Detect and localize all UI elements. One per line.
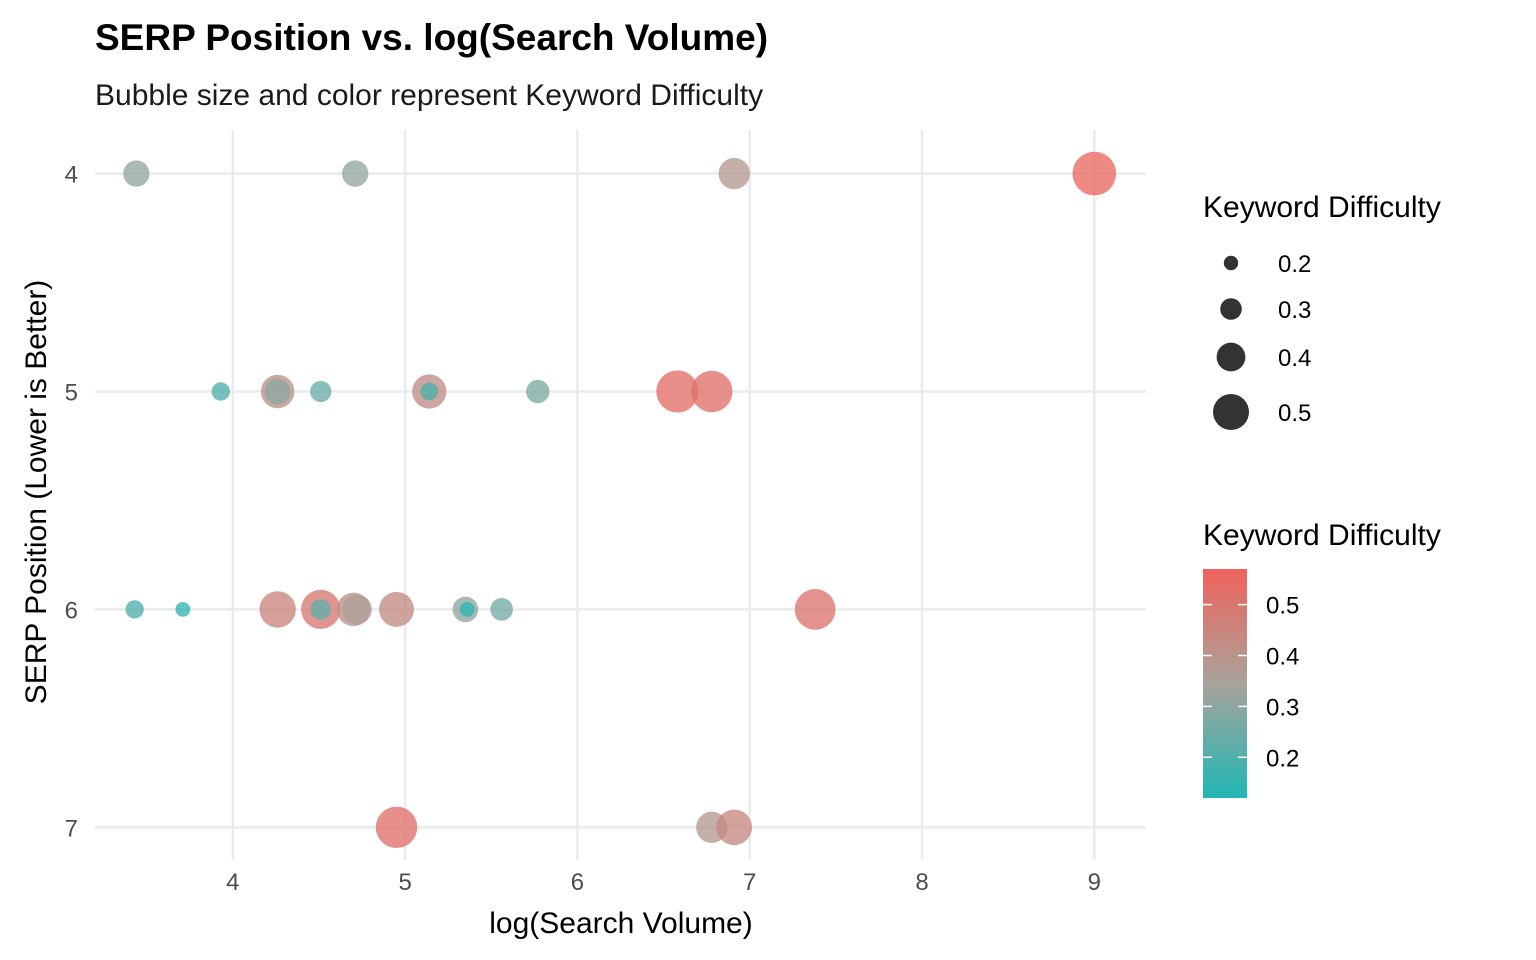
chart-subtitle: Bubble size and color represent Keyword …: [95, 79, 763, 112]
scatter-point: [526, 379, 550, 404]
color-legend-label: 0.3: [1266, 694, 1299, 721]
x-tick-label: 4: [226, 869, 239, 896]
scatter-point: [420, 382, 439, 401]
y-tick-label: 7: [65, 815, 78, 842]
color-legend-label: 0.5: [1266, 593, 1299, 620]
scatter-points: [123, 151, 1117, 849]
x-tick-label: 5: [398, 869, 411, 896]
color-legend-bar: [1203, 569, 1247, 798]
y-tick-label: 6: [65, 597, 78, 624]
y-axis-title: SERP Position (Lower is Better): [20, 280, 53, 705]
scatter-point: [123, 160, 150, 187]
scatter-point: [341, 594, 372, 625]
color-legend-ticks: 0.5 0.4 0.3 0.2: [1203, 593, 1299, 772]
scatter-point: [375, 806, 418, 849]
scatter-point: [342, 160, 369, 187]
x-tick-label: 8: [915, 869, 928, 896]
color-legend-label: 0.4: [1266, 644, 1299, 671]
y-tick-label: 4: [65, 162, 78, 189]
x-tick-label: 7: [743, 869, 756, 896]
size-legend: Keyword Difficulty 0.2 0.3 0.4 0.5: [1203, 191, 1441, 430]
scatter-point: [794, 589, 836, 630]
scatter-point: [259, 591, 296, 628]
chart-title: SERP Position vs. log(Search Volume): [95, 17, 768, 58]
size-legend-label: 0.4: [1278, 345, 1311, 372]
size-legend-key: [1216, 342, 1246, 372]
x-tick-label: 6: [571, 869, 584, 896]
y-axis-ticks: 4 5 6 7: [65, 162, 78, 843]
grid-lines: [95, 130, 1146, 860]
scatter-point: [264, 378, 291, 405]
scatter-point: [691, 370, 733, 413]
x-tick-label: 9: [1088, 869, 1101, 896]
size-legend-label: 0.2: [1278, 251, 1311, 278]
scatter-point: [175, 602, 191, 617]
scatter-point: [310, 380, 332, 403]
scatter-point: [1072, 151, 1117, 196]
y-tick-label: 5: [65, 379, 78, 406]
scatter-point: [718, 157, 750, 190]
scatter-point: [656, 370, 699, 413]
size-legend-label: 0.5: [1278, 400, 1311, 427]
size-legend-items: 0.2 0.3 0.4 0.5: [1213, 251, 1311, 430]
scatter-point: [310, 599, 331, 620]
scatter-point: [459, 602, 475, 617]
size-legend-title: Keyword Difficulty: [1203, 191, 1441, 224]
x-axis-ticks: 4 5 6 7 8 9: [226, 869, 1101, 896]
scatter-point: [211, 382, 230, 401]
color-legend-title: Keyword Difficulty: [1203, 519, 1441, 552]
color-legend: Keyword Difficulty 0.5 0.4 0.3 0.2: [1203, 519, 1441, 798]
scatter-point: [716, 809, 753, 846]
size-legend-key: [1220, 298, 1242, 320]
color-legend-label: 0.2: [1266, 745, 1299, 772]
x-axis-title: log(Search Volume): [489, 907, 752, 940]
scatter-point: [379, 591, 414, 627]
size-legend-key: [1223, 255, 1239, 271]
size-legend-label: 0.3: [1278, 297, 1311, 324]
size-legend-key: [1213, 394, 1249, 430]
scatter-point: [125, 600, 144, 619]
scatter-point: [490, 598, 513, 621]
